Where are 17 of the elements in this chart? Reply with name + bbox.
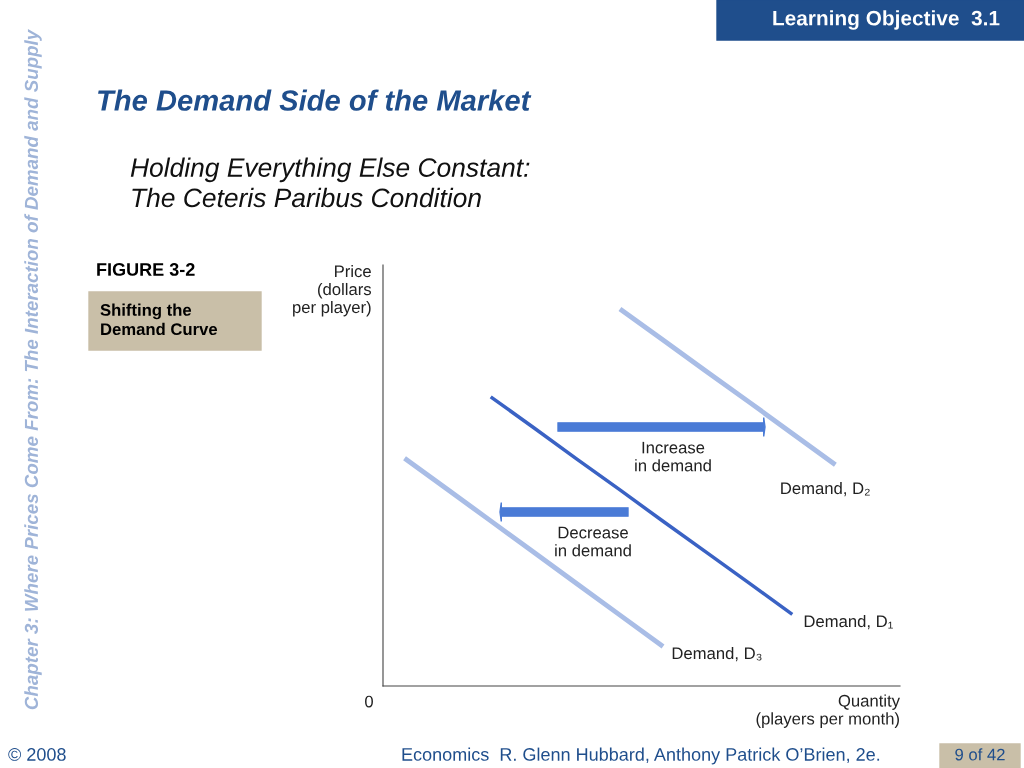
text: © 2008	[8, 748, 66, 761]
y-axis-title: Price (dollars per player)	[293, 265, 372, 317]
text: Chapter 3: Where Prices Come From: The Interaction of Demand and Supply	[24, 29, 42, 710]
series-label: Demand, D₃	[672, 646, 762, 662]
annotation: Increase in demand	[635, 441, 711, 472]
series-label: Demand, D₂	[781, 481, 870, 497]
annotation: Decrease in demand	[555, 526, 631, 557]
chart-title: The Demand Side of the Market	[98, 89, 532, 111]
text: 9 of 42	[955, 748, 1005, 761]
text: Learning Objective 3.1	[773, 10, 1000, 30]
text: Economics R. Glenn Hubbard, Anthony Patrick O’Brien, 2e.	[402, 747, 880, 765]
x-axis-title: Quantity (players per month)	[756, 694, 900, 728]
series-label: Demand, D₁	[804, 614, 893, 630]
text: 0	[365, 695, 373, 708]
chart-subtitle: Holding Everything Else Constant: The Ceteris Paribus Condition	[130, 157, 530, 208]
text: Shifting the Demand Curve	[100, 303, 218, 336]
caption: FIGURE 3-2	[97, 263, 195, 276]
